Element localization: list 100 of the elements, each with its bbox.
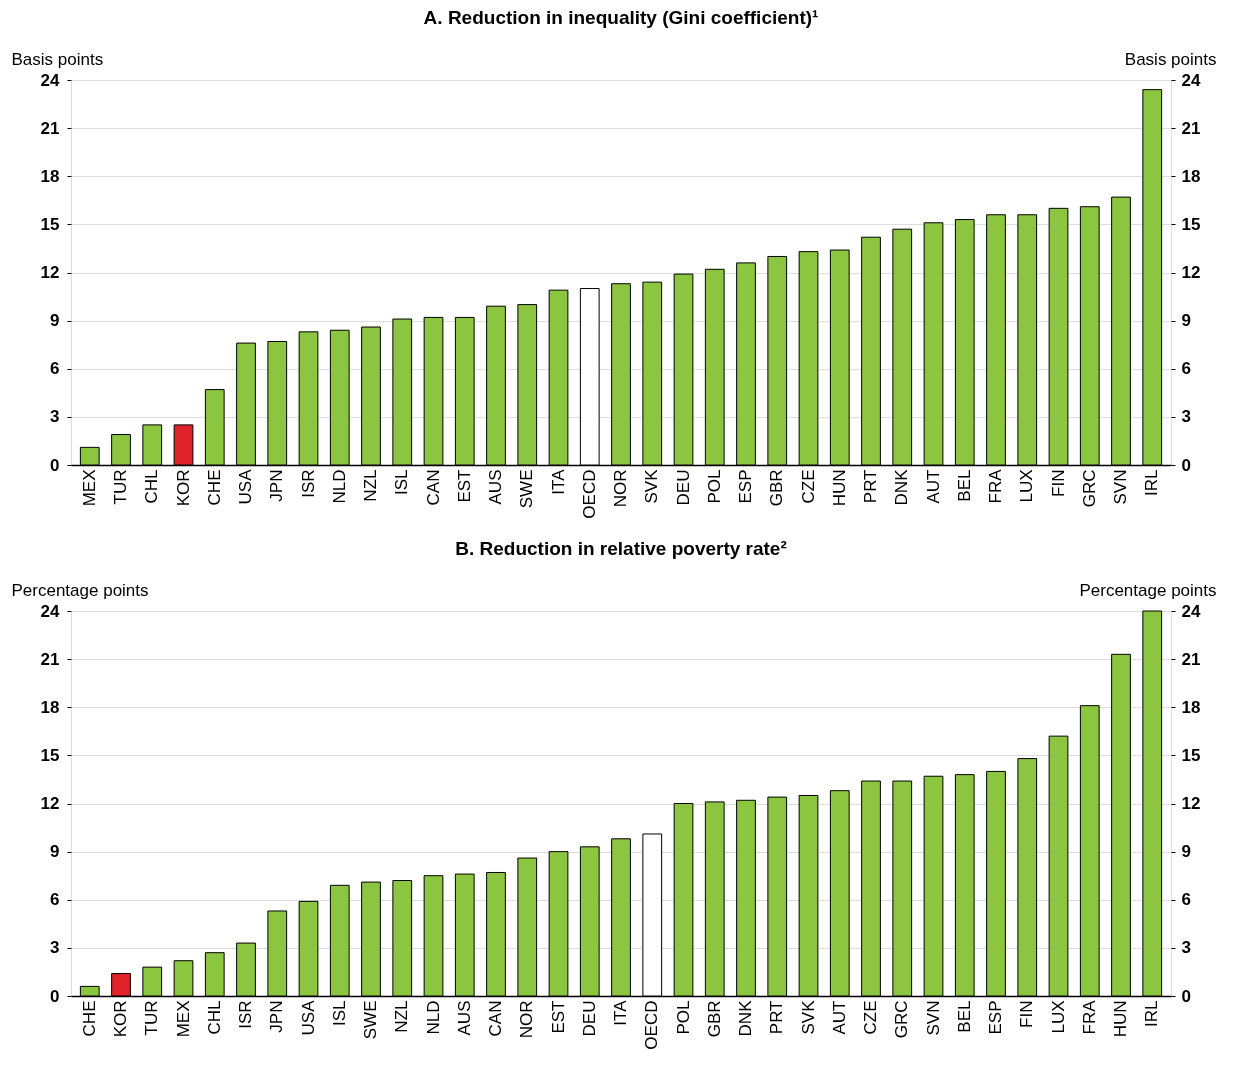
x-tick-label: BEL (954, 469, 974, 502)
x-tick-label: CAN (423, 469, 443, 506)
y2-tick-label: 12 (1181, 794, 1201, 813)
x-tick-label: GRC (1079, 469, 1099, 508)
y-tick-label: 0 (50, 455, 60, 475)
x-tick-label: CHL (204, 1000, 224, 1035)
y2-tick-label: 18 (1181, 166, 1201, 186)
x-tick-label: NZL (361, 469, 380, 502)
x-tick-label: CHL (142, 469, 162, 504)
y-tick-label: 3 (50, 407, 60, 427)
x-tick-label: NOR (611, 469, 630, 508)
x-tick-label: HUN (829, 469, 849, 507)
x-tick-label: FIN (1017, 1000, 1037, 1028)
x-tick-label: AUT (923, 469, 943, 504)
x-tick-label: GRC (892, 1000, 912, 1039)
y2-tick-label: 21 (1181, 118, 1201, 138)
y2-tick-label: 12 (1181, 263, 1201, 282)
y2-tick-label: 6 (1181, 359, 1191, 379)
x-tick-label: BEL (954, 1000, 974, 1033)
y-tick-label: 3 (50, 938, 60, 958)
x-tick-label: SWE (517, 469, 537, 509)
x-tick-label: NLD (423, 1000, 443, 1035)
y2-tick-label: 6 (1181, 890, 1191, 910)
x-tick-label: OECD (642, 1000, 662, 1050)
y-tick-label: 6 (50, 359, 60, 379)
y2-tick-label: 0 (1181, 986, 1191, 1006)
x-tick-label: KOR (111, 1000, 130, 1038)
x-tick-label: USA (298, 999, 318, 1036)
x-tick-label: CAN (486, 1000, 505, 1037)
x-tick-label: ISR (298, 469, 318, 498)
x-tick-label: FIN (1048, 469, 1068, 497)
x-tick-label: GBR (767, 469, 787, 507)
y-tick-label: 24 (40, 70, 61, 90)
y2-tick-label: 3 (1181, 938, 1191, 958)
y2-tick-label: 15 (1181, 214, 1201, 234)
x-tick-label: ISR (236, 1000, 255, 1029)
chart-title: A. Reduction in inequality (Gini coefficient)¹ (423, 7, 819, 28)
x-tick-label: SVN (923, 1000, 943, 1036)
y-tick-label: 12 (40, 794, 60, 813)
y-tick-label: 15 (40, 745, 60, 765)
y-tick-label: 9 (50, 842, 60, 862)
y-tick-label: 18 (40, 697, 60, 717)
x-tick-label: ESP (986, 1000, 1005, 1035)
y-tick-label: 18 (40, 166, 60, 186)
y-tick-label: 9 (50, 311, 60, 331)
x-tick-label: JPN (267, 469, 287, 502)
y-tick-label: 21 (40, 118, 60, 138)
x-tick-label: ITA (611, 999, 630, 1026)
y2-tick-label: 24 (1181, 601, 1201, 621)
x-tick-label: MEX (173, 1000, 193, 1038)
x-tick-label: LUX (1048, 1000, 1068, 1034)
y-tick-label: 15 (40, 214, 60, 234)
y2-tick-label: 24 (1181, 70, 1201, 90)
x-tick-label: CHE (79, 1000, 99, 1037)
x-tick-label: PRT (767, 1000, 787, 1035)
x-tick-label: USA (236, 468, 255, 505)
x-tick-label: POL (673, 1000, 693, 1035)
y2-tick-label: 15 (1181, 745, 1201, 765)
x-tick-label: HUN (1111, 1000, 1130, 1038)
x-tick-label: CZE (861, 1000, 880, 1035)
y-axis-title: Basis points (11, 49, 104, 69)
x-tick-label: AUS (454, 1000, 474, 1036)
x-tick-label: LUX (1017, 469, 1037, 503)
x-tick-label: NLD (329, 469, 349, 504)
x-tick-label: NOR (517, 1000, 537, 1039)
x-tick-label: KOR (173, 469, 193, 507)
y2-tick-label: 3 (1181, 407, 1191, 427)
y-tick-label: 21 (40, 649, 60, 669)
x-tick-label: SVN (1111, 469, 1130, 505)
x-tick-label: ESP (736, 469, 755, 504)
x-tick-label: NZL (392, 1000, 412, 1033)
y2-axis-title: Basis points (1124, 49, 1217, 69)
x-tick-label: AUT (829, 1000, 849, 1035)
x-tick-label: CZE (798, 469, 818, 504)
y2-tick-label: 0 (1181, 455, 1191, 475)
x-tick-label: TUR (111, 469, 130, 505)
x-tick-label: EST (454, 469, 474, 503)
x-tick-label: ISL (329, 1000, 349, 1027)
x-tick-label: SVK (798, 999, 818, 1035)
y-tick-label: 24 (40, 601, 61, 621)
y2-tick-label: 9 (1181, 311, 1191, 331)
x-tick-label: MEX (79, 469, 99, 507)
y-tick-label: 0 (50, 986, 60, 1006)
x-tick-label: IRL (1142, 469, 1162, 496)
x-tick-label: GBR (704, 1000, 724, 1038)
x-tick-label: PRT (861, 469, 880, 504)
y-tick-label: 6 (50, 890, 60, 910)
x-tick-label: OECD (579, 469, 599, 519)
y-tick-label: 12 (40, 263, 60, 282)
x-tick-label: TUR (142, 1000, 162, 1036)
x-tick-label: DEU (579, 1000, 599, 1037)
x-tick-label: ITA (548, 468, 568, 495)
y2-tick-label: 21 (1181, 649, 1201, 669)
x-tick-label: CHE (204, 469, 224, 506)
y-axis-title: Percentage points (11, 580, 149, 600)
x-tick-label: ISL (392, 469, 412, 496)
x-tick-label: IRL (1142, 1000, 1162, 1027)
y2-axis-title: Percentage points (1079, 580, 1217, 600)
x-tick-label: SVK (642, 468, 662, 504)
x-tick-label: JPN (267, 1000, 287, 1033)
